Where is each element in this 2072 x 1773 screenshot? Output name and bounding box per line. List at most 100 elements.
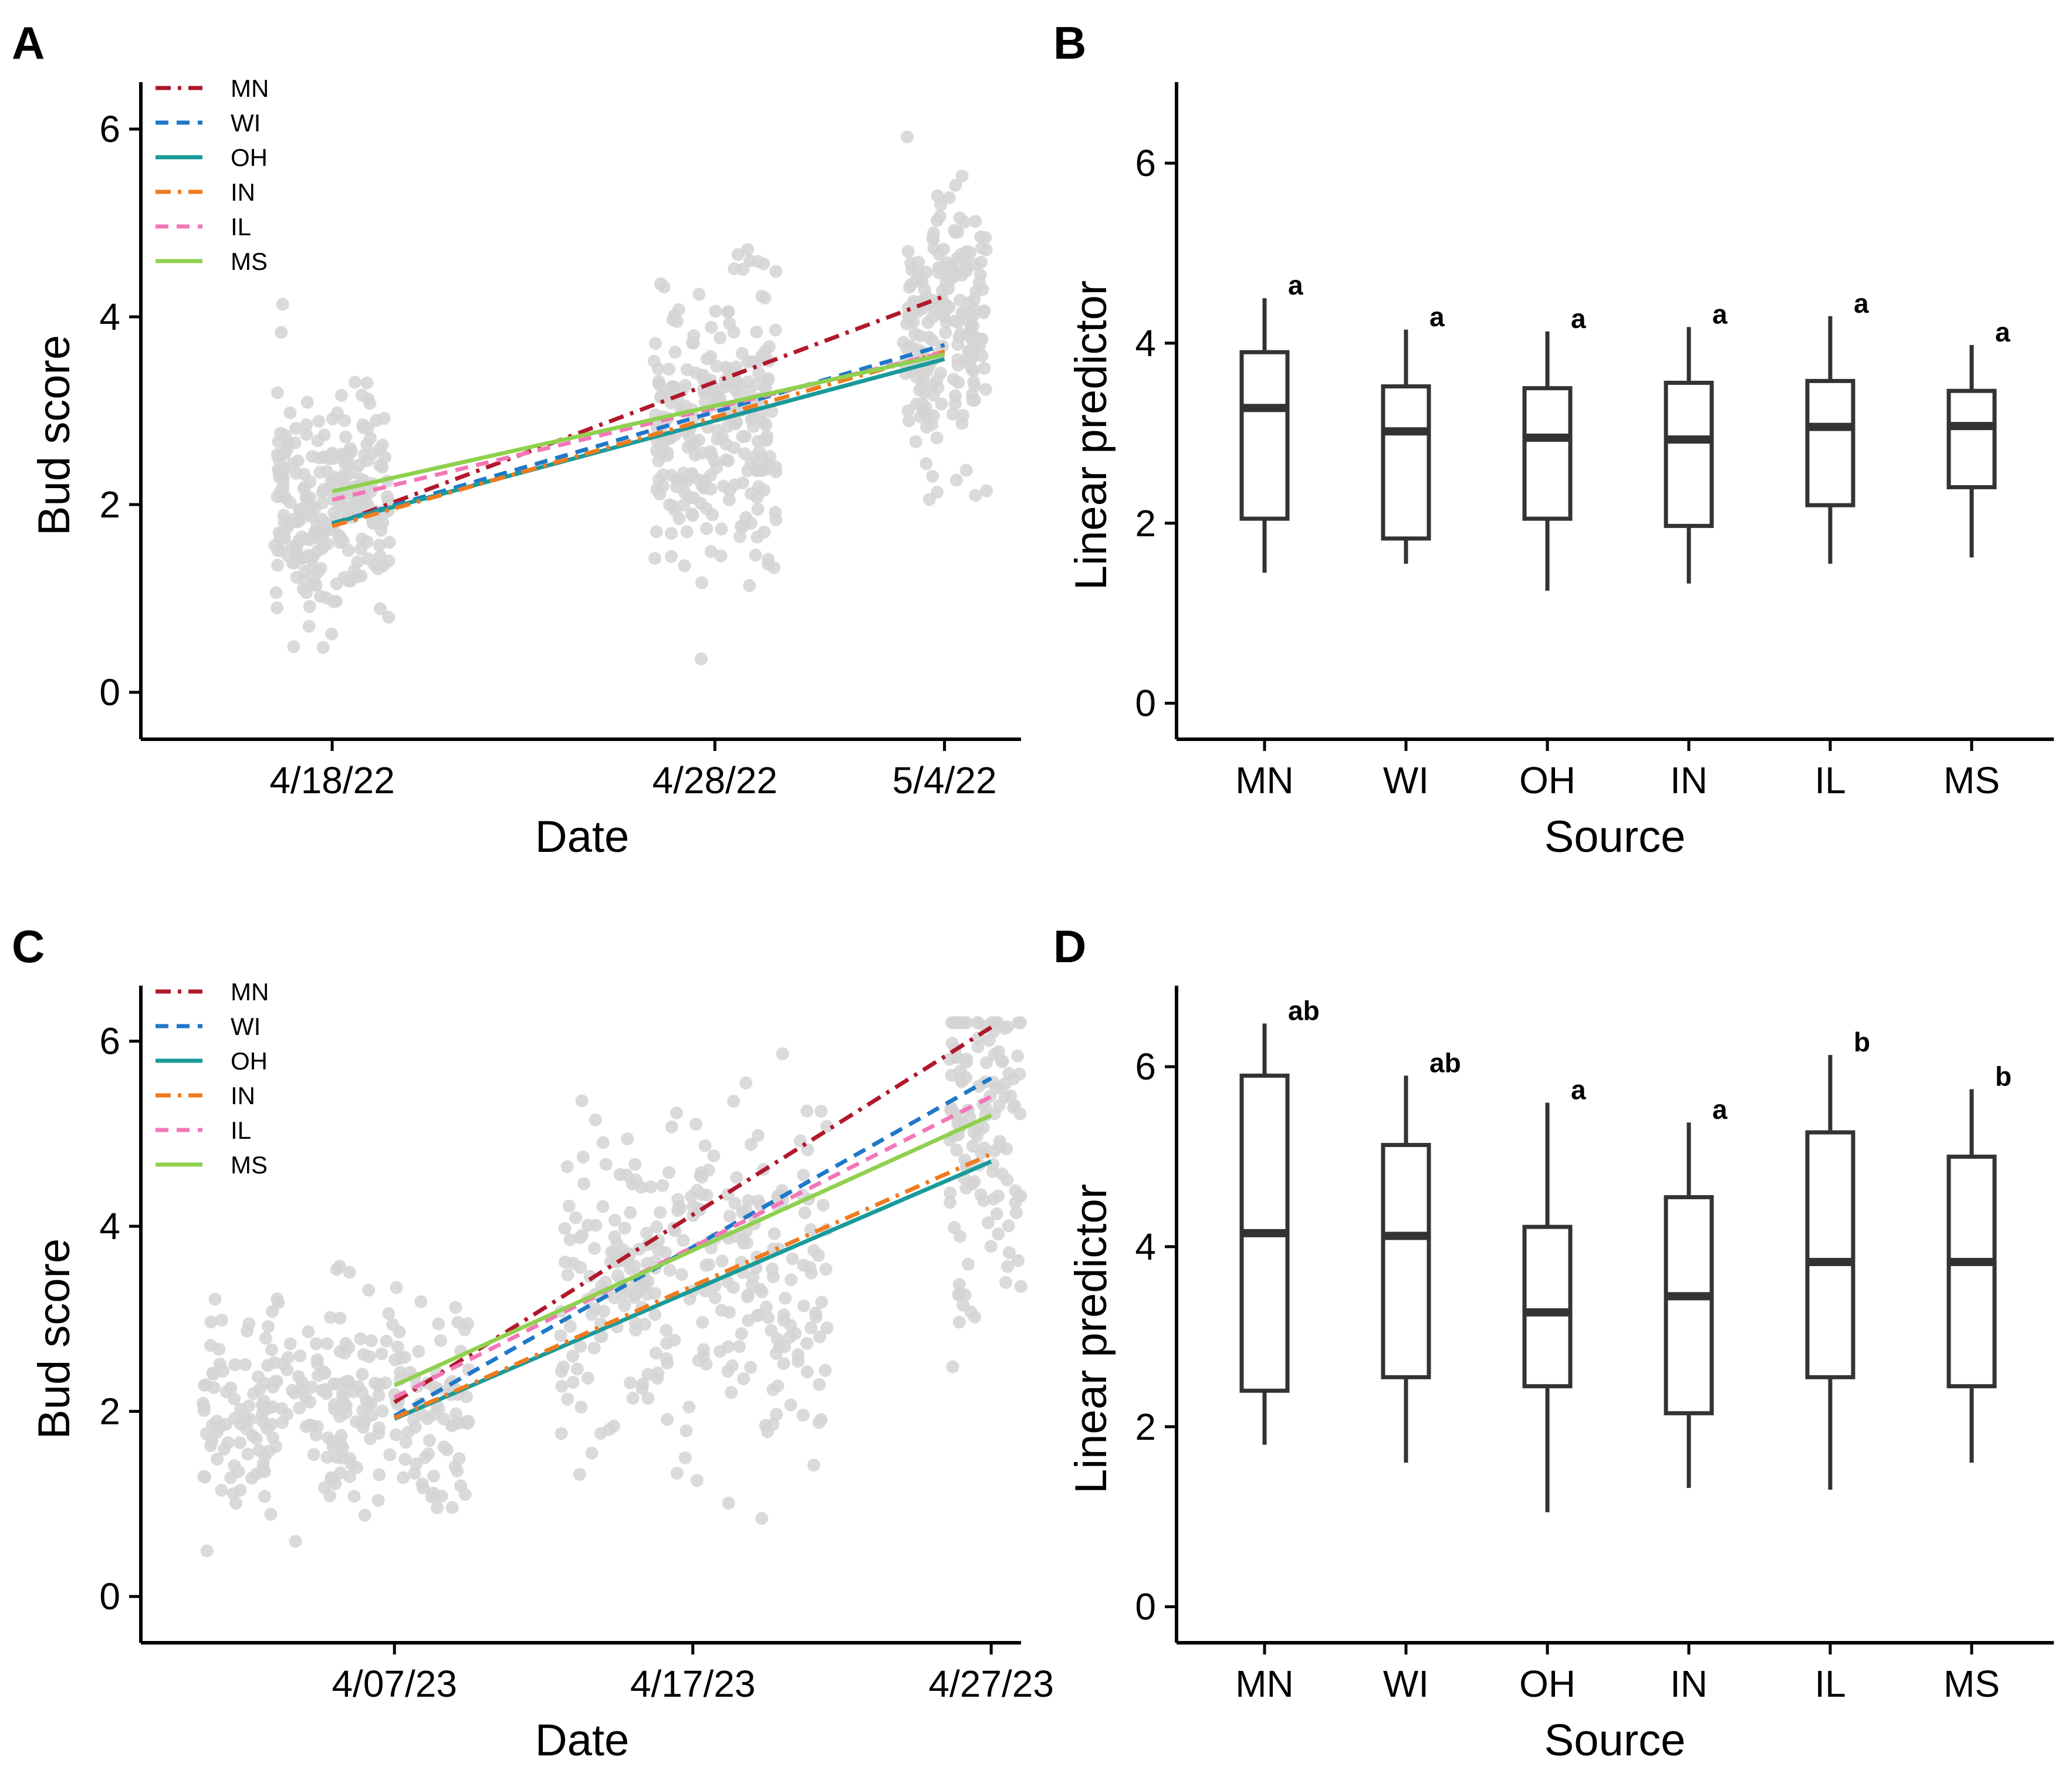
data-point (380, 1334, 393, 1348)
data-point (266, 1305, 279, 1318)
data-point (458, 1323, 472, 1336)
data-point (618, 1222, 631, 1235)
data-point (555, 1365, 568, 1378)
data-point (771, 1379, 785, 1393)
iqr-box (1946, 1155, 1997, 1389)
x-tick-label: MS (1943, 759, 2000, 801)
data-point (459, 1416, 472, 1429)
data-point (376, 1405, 389, 1418)
data-point (305, 1380, 319, 1394)
data-point (909, 435, 922, 448)
data-point (335, 498, 349, 512)
data-point (670, 1106, 683, 1119)
data-point (719, 438, 733, 451)
data-point (569, 1211, 583, 1224)
data-point (269, 586, 283, 600)
y-tick-label: 2 (99, 483, 120, 526)
data-point (389, 1428, 403, 1442)
data-point (252, 1443, 266, 1457)
data-point (975, 241, 988, 255)
data-point (302, 620, 316, 633)
y-tick-label: 0 (1135, 1586, 1156, 1628)
data-point (658, 1246, 672, 1259)
data-point (751, 1129, 765, 1142)
data-point (451, 1464, 464, 1478)
data-point (271, 559, 285, 572)
data-point (275, 326, 288, 339)
data-point (769, 323, 782, 337)
data-point (723, 1209, 736, 1223)
significance-letter: a (1429, 302, 1445, 332)
data-point (687, 1200, 700, 1213)
data-point (562, 1199, 576, 1213)
trend-line-mn (331, 294, 945, 527)
significance-letter: a (1571, 303, 1586, 334)
data-point (918, 386, 932, 400)
data-point (981, 1216, 995, 1230)
data-point (730, 375, 743, 388)
data-point (736, 519, 750, 533)
data-point (904, 256, 918, 270)
data-point (560, 1160, 574, 1173)
data-point (337, 1398, 351, 1412)
data-point (740, 1236, 753, 1250)
data-point (900, 130, 914, 144)
data-point (238, 1358, 252, 1372)
data-point (599, 1158, 613, 1171)
data-point (800, 1336, 814, 1350)
data-point (234, 1484, 247, 1497)
data-point (776, 1047, 789, 1061)
data-point (717, 479, 731, 493)
data-point (779, 1291, 792, 1305)
data-point (707, 1149, 721, 1162)
data-point (930, 431, 944, 445)
data-point (259, 1331, 272, 1345)
data-point (266, 1380, 280, 1394)
data-point (1011, 1254, 1025, 1267)
data-point (765, 1262, 779, 1275)
data-point (303, 1418, 317, 1432)
data-point (751, 530, 764, 544)
axes: 0 2 4 6 4/07/23 4/17/23 4/27/23 (99, 986, 1054, 1705)
boxplots: a a a a a a (1239, 270, 2010, 591)
significance-letter: a (1854, 288, 1869, 319)
data-point (303, 533, 317, 547)
data-point (651, 1366, 665, 1380)
data-point (736, 476, 749, 489)
scatter-points (197, 1016, 1027, 1558)
data-point (932, 248, 945, 261)
data-point (561, 1392, 574, 1406)
data-point (903, 312, 917, 325)
x-tick-label: 4/27/23 (928, 1663, 1054, 1705)
data-point (663, 363, 676, 376)
data-point (372, 1426, 386, 1440)
x-tick-label: IL (1814, 759, 1845, 801)
data-point (316, 641, 330, 654)
data-point (990, 1207, 1003, 1220)
axes: 0 2 4 6 MN WI OH IN IL MS (1135, 82, 2054, 801)
data-point (289, 1535, 302, 1548)
y-axis-title: Linear predictor (1066, 1184, 1116, 1494)
data-point (394, 1352, 407, 1365)
data-point (959, 463, 973, 477)
data-point (280, 1363, 294, 1376)
data-point (945, 1037, 959, 1050)
data-point (804, 1223, 817, 1236)
data-point (280, 1407, 294, 1421)
data-point (334, 388, 348, 402)
data-point (307, 1448, 320, 1461)
data-point (819, 1363, 832, 1377)
data-point (956, 408, 970, 422)
data-point (812, 1248, 825, 1262)
data-point (741, 243, 755, 256)
data-point (977, 1194, 991, 1207)
data-point (566, 1375, 580, 1389)
data-point (607, 1419, 620, 1433)
data-point (650, 483, 664, 496)
data-point (695, 479, 709, 492)
data-point (393, 1325, 406, 1339)
data-point (742, 375, 755, 388)
data-point (215, 1314, 228, 1327)
data-point (731, 248, 745, 261)
